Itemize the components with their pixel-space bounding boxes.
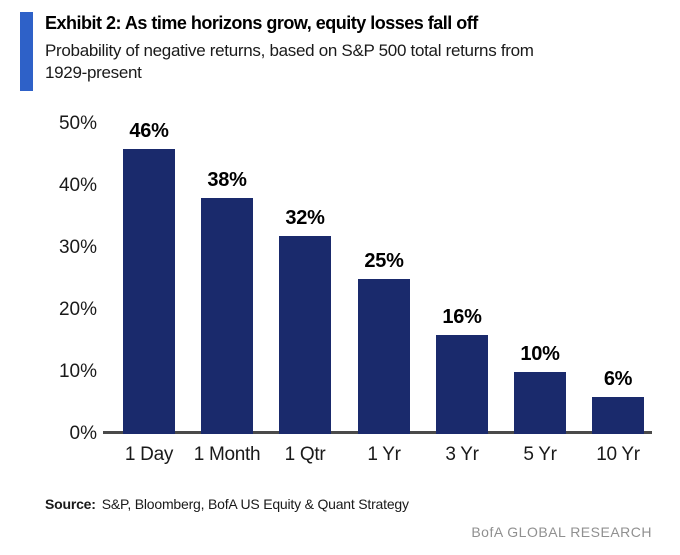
source-row: Source: S&P, Bloomberg, BofA US Equity & … [45,496,409,512]
x-tick-label: 10 Yr [596,444,640,465]
exhibit-accent-bar [20,12,33,91]
bar [514,372,566,434]
x-tick-label: 1 Day [124,444,174,465]
y-tick-label: 20% [58,299,97,320]
y-tick-label: 40% [58,175,97,196]
bar [279,236,331,434]
y-tick-label: 10% [58,361,97,382]
x-tick-label: 3 Yr [445,444,479,465]
brand-footer: BofA GLOBAL RESEARCH [471,524,652,540]
x-tick-label: 1 Qtr [284,444,326,465]
bar [201,198,253,434]
bar-value-label: 25% [364,250,404,272]
bar-value-label: 46% [129,120,169,142]
bar [358,279,410,434]
bar [123,149,175,434]
bar-value-label: 32% [285,207,325,229]
bar-value-label: 6% [603,368,633,390]
exhibit-subtitle-line-1: Probability of negative returns, based o… [45,41,534,60]
bar-value-label: 38% [207,169,247,191]
y-tick-label: 50% [58,113,97,134]
bar-value-label: 16% [442,306,482,328]
bar [436,335,488,434]
x-tick-label: 1 Yr [367,444,401,465]
bar-value-label: 10% [520,343,560,365]
source-text: S&P, Bloomberg, BofA US Equity & Quant S… [101,496,409,512]
bar [592,397,644,434]
y-tick-label: 30% [58,237,97,258]
exhibit-subtitle-line-2: 1929-present [45,63,142,82]
x-tick-label: 5 Yr [523,444,557,465]
exhibit-title: Exhibit 2: As time horizons grow, equity… [45,13,478,33]
y-tick-label: 0% [69,423,97,444]
source-label: Source: [45,496,96,512]
x-tick-label: 1 Month [193,444,261,465]
